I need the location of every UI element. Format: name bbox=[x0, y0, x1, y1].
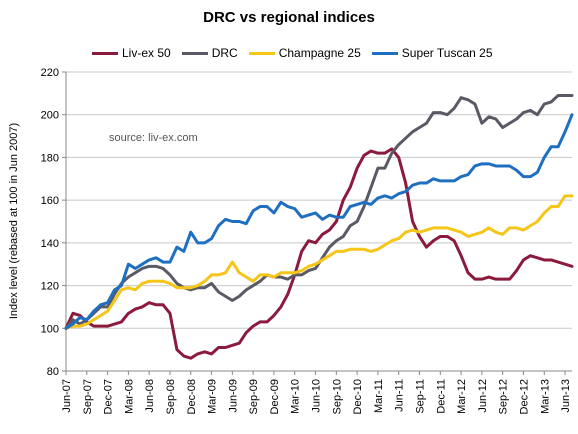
legend-label-drc: DRC bbox=[211, 46, 238, 60]
x-tick-label: Dec-11 bbox=[435, 379, 447, 414]
legend-item-super-tuscan-25: Super Tuscan 25 bbox=[371, 46, 493, 60]
series-line-liv-ex-50 bbox=[64, 147, 574, 360]
legend-swatch-champagne-25 bbox=[248, 51, 275, 55]
y-tick-label: 140 bbox=[41, 238, 59, 250]
x-tick-label: Sep-10 bbox=[331, 379, 343, 414]
x-tick-label: Mar-12 bbox=[456, 379, 468, 414]
series-line-champagne-25 bbox=[64, 194, 574, 330]
x-tick-label: Mar-11 bbox=[373, 379, 385, 413]
x-tick-label: Dec-12 bbox=[518, 379, 530, 414]
x-tick-label: Dec-08 bbox=[186, 379, 198, 414]
y-axis-title: Index level (rebased at 100 in Jun 2007) bbox=[8, 123, 20, 319]
y-tick-label: 100 bbox=[41, 323, 59, 335]
series-line-drc bbox=[64, 93, 574, 330]
legend-item-drc: DRC bbox=[181, 46, 238, 60]
x-tick-label: Jun-12 bbox=[477, 379, 489, 413]
x-tick-label: Jun-10 bbox=[311, 379, 323, 413]
y-tick-label: 220 bbox=[41, 67, 59, 79]
source-note: source: liv-ex.com bbox=[109, 132, 198, 144]
x-tick-label: Mar-08 bbox=[123, 379, 135, 414]
x-tick-label: Sep-11 bbox=[415, 379, 427, 414]
x-tick-label: Mar-10 bbox=[290, 379, 302, 414]
y-tick-label: 80 bbox=[47, 366, 59, 378]
legend-label-super-tuscan-25: Super Tuscan 25 bbox=[401, 46, 493, 60]
x-tick-label: Mar-13 bbox=[539, 379, 551, 414]
series-line-super-tuscan-25 bbox=[64, 113, 574, 330]
legend-swatch-super-tuscan-25 bbox=[371, 51, 398, 55]
x-tick-label: Dec-09 bbox=[269, 379, 281, 414]
legend-label-liv-ex-50: Liv-ex 50 bbox=[122, 46, 171, 60]
y-tick-label: 200 bbox=[41, 110, 59, 122]
x-tick-label: Jun-07 bbox=[61, 379, 73, 413]
x-tick-label: Sep-09 bbox=[248, 379, 260, 414]
x-tick-label: Dec-07 bbox=[103, 379, 115, 414]
y-tick-label: 180 bbox=[41, 152, 59, 164]
gridlines bbox=[66, 71, 572, 329]
legend-swatch-liv-ex-50 bbox=[92, 51, 118, 55]
x-tick-label: Dec-10 bbox=[352, 379, 364, 414]
legend-item-champagne-25: Champagne 25 bbox=[248, 46, 361, 60]
x-tick-label: Sep-12 bbox=[498, 379, 510, 414]
x-tick-label: Jun-11 bbox=[394, 379, 406, 412]
x-tick-label: Mar-09 bbox=[207, 379, 219, 414]
x-tick-label: Sep-07 bbox=[82, 379, 94, 414]
legend-label-champagne-25: Champagne 25 bbox=[278, 46, 361, 60]
y-tick-label: 160 bbox=[41, 195, 59, 207]
legend-item-liv-ex-50: Liv-ex 50 bbox=[92, 46, 171, 60]
legend-swatch-drc bbox=[181, 51, 208, 55]
x-tick-label: Jun-08 bbox=[144, 379, 156, 413]
y-tick-label: 120 bbox=[41, 281, 59, 293]
legend: Liv-ex 50 DRC Champagne 25 Super Tuscan … bbox=[92, 45, 504, 61]
x-tick-label: Jun-13 bbox=[560, 379, 572, 413]
chart-title: DRC vs regional indices bbox=[203, 9, 375, 26]
x-tick-label: Sep-08 bbox=[165, 379, 177, 414]
x-tick-label: Jun-09 bbox=[227, 379, 239, 413]
